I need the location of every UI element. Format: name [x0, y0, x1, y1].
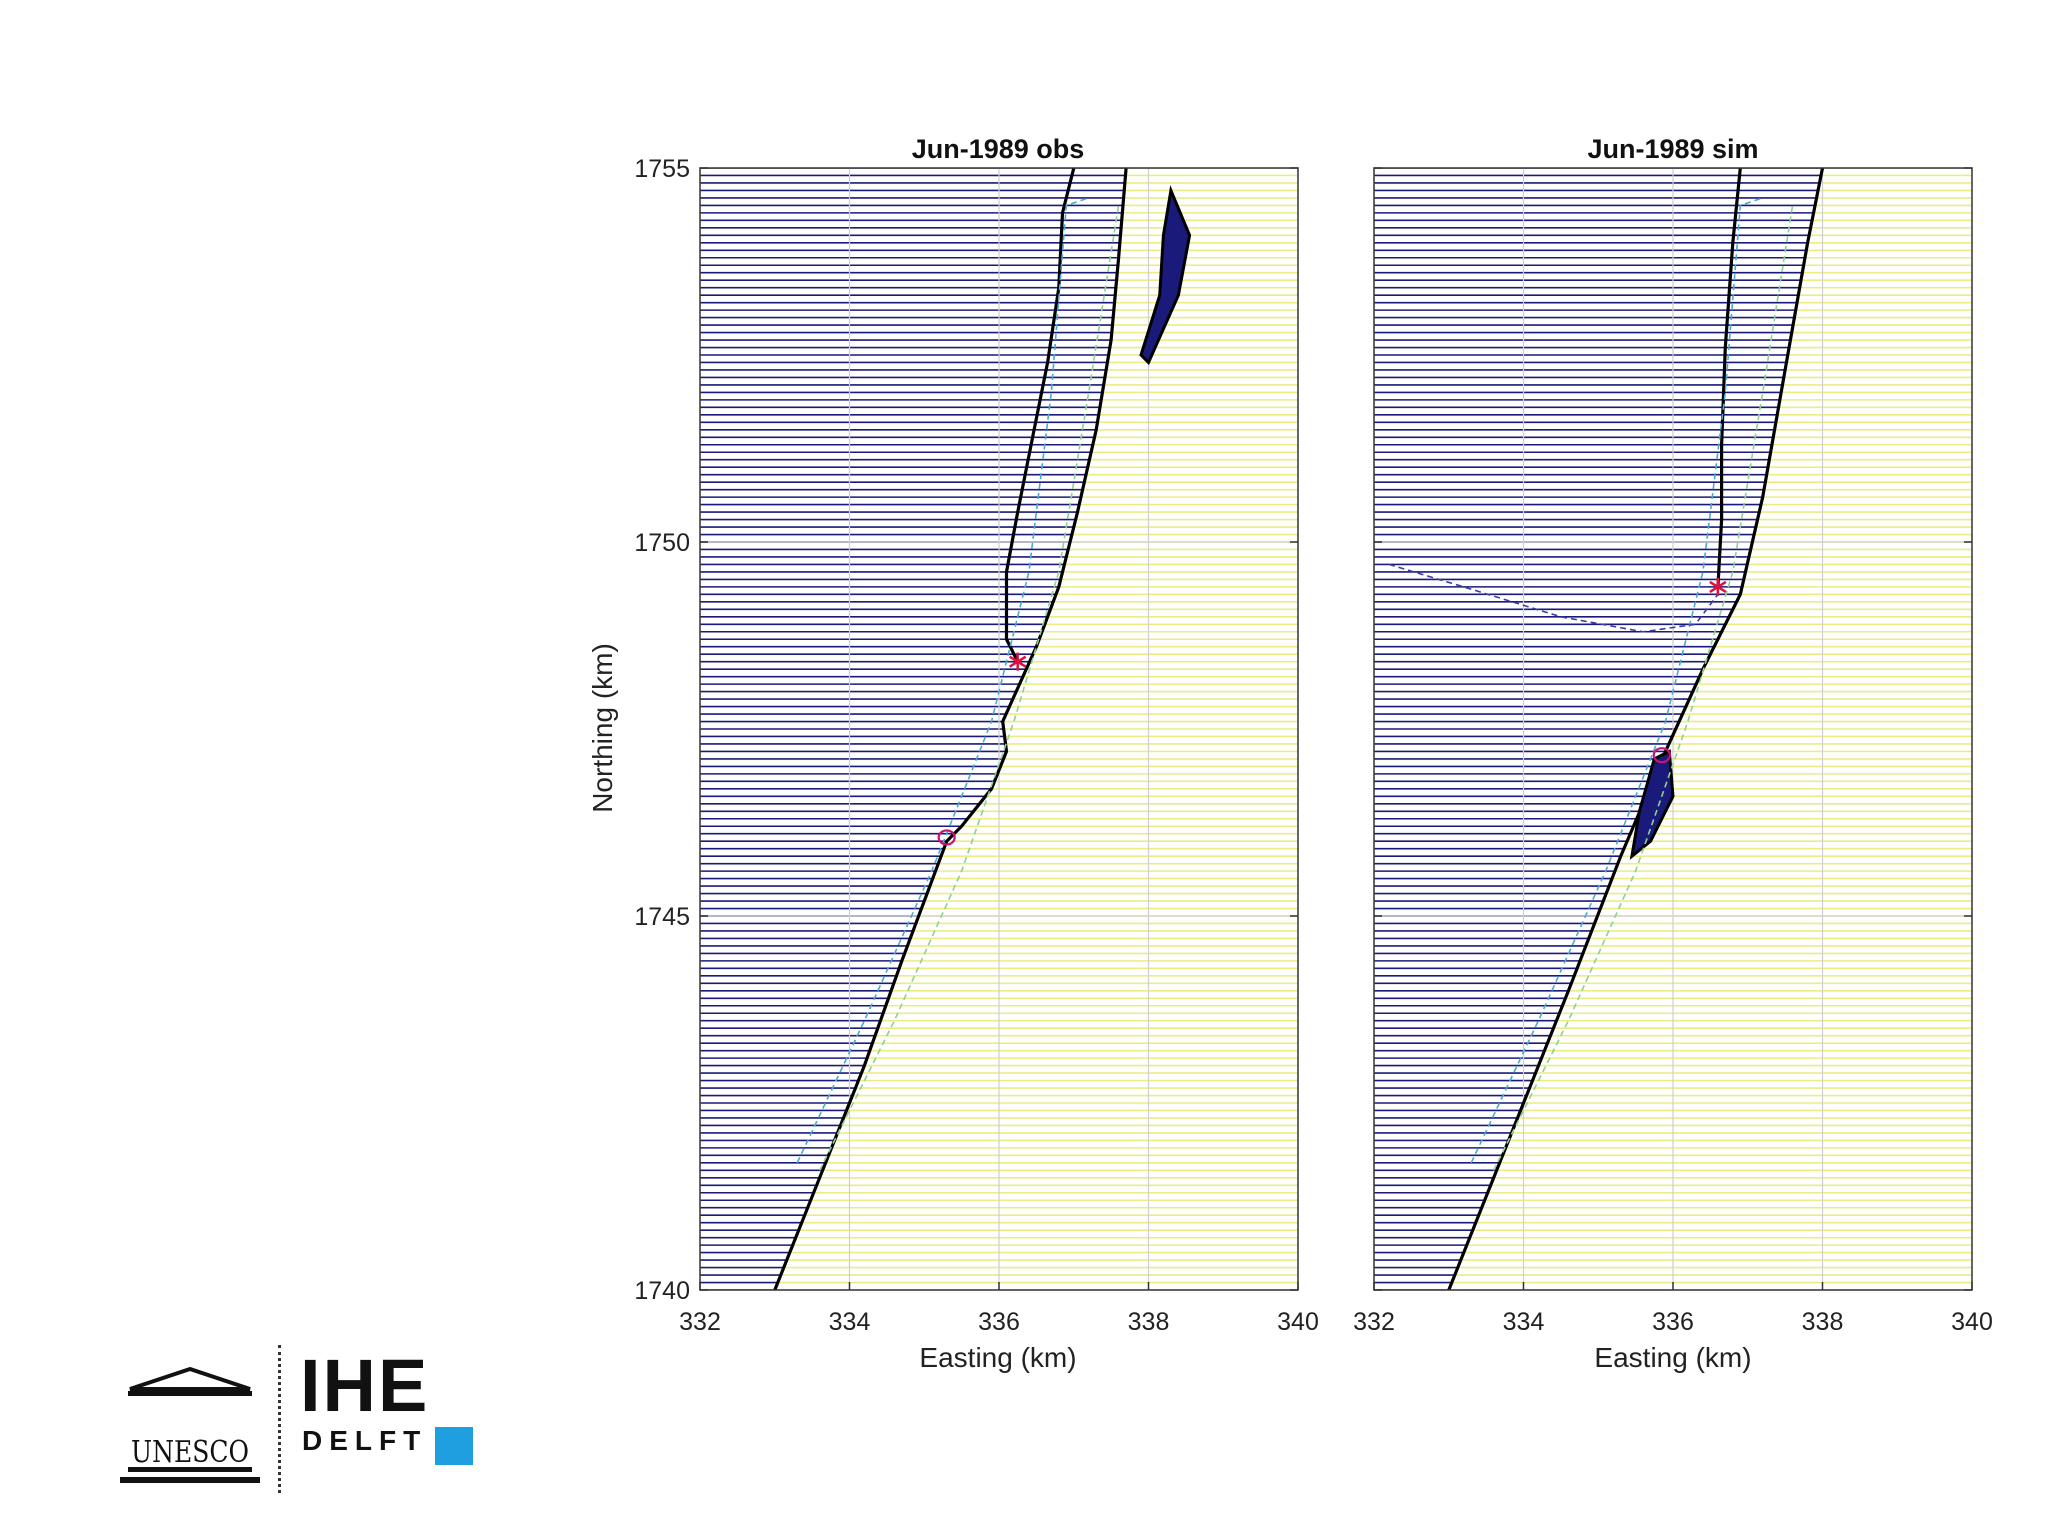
- initial-coastline-a-line: [1470, 197, 1763, 1164]
- x-tick-label: 340: [1951, 1308, 1993, 1336]
- x-tick-label: 332: [679, 1308, 721, 1336]
- x-tick-label: 338: [1128, 1308, 1170, 1336]
- spit-tip-marker-stroke: [1009, 655, 1027, 668]
- ihe-wordmark: IHE: [300, 1344, 430, 1427]
- unesco-wordmark: UNESCO: [131, 1435, 249, 1470]
- logo-separator: [278, 1345, 281, 1493]
- inlet-marker: [1652, 747, 1671, 764]
- spit-inner-edge-line: [1004, 168, 1076, 663]
- spit-inner-edge-line: [1716, 168, 1742, 587]
- x-tick-label: 334: [1503, 1308, 1545, 1336]
- coastline-line: [773, 168, 1128, 1290]
- chart-panel-sim: Jun-1989 sim Easting (km) 332 334 336 338 34…: [1353, 134, 1993, 1373]
- ihe-blue-square: [435, 1427, 473, 1465]
- initial-coastline-a-line: [796, 197, 1089, 1164]
- x-tick-label: 336: [978, 1308, 1020, 1336]
- x-axis-label: Easting (km): [1594, 1342, 1751, 1373]
- unesco-temple-logo: UNESCO: [120, 1367, 260, 1483]
- inlet-marker: [937, 829, 956, 846]
- ihe-unesco-logo: UNESCO IHE DELFT: [120, 1345, 480, 1495]
- chart-panel-obs: Jun-1989 obs Easting (km) Northing (km) …: [587, 134, 1319, 1373]
- y-tick-label: 1750: [634, 529, 690, 557]
- x-tick-label: 336: [1652, 1308, 1694, 1336]
- y-tick-label: 1740: [634, 1277, 690, 1305]
- x-tick-label: 332: [1353, 1308, 1395, 1336]
- chart-title: Jun-1989 sim: [1587, 134, 1758, 164]
- x-tick-label: 334: [829, 1308, 871, 1336]
- x-tick-label: 340: [1277, 1308, 1319, 1336]
- plot-area: [700, 168, 1298, 1290]
- spit-tip-marker: [1009, 652, 1027, 671]
- spit-tip-marker-stroke: [1709, 580, 1727, 593]
- y-axis-label: Northing (km): [587, 643, 618, 813]
- delft-wordmark: DELFT: [302, 1425, 428, 1456]
- x-tick-label: 338: [1802, 1308, 1844, 1336]
- y-tick-label: 1755: [634, 155, 690, 183]
- lagoon-boundary-line: [1388, 563, 1719, 633]
- y-tick-label: 1745: [634, 903, 690, 931]
- spit-tip-marker: [1709, 577, 1727, 596]
- x-axis-label: Easting (km): [919, 1342, 1076, 1373]
- chart-title: Jun-1989 obs: [912, 134, 1085, 164]
- island-outline: [1139, 185, 1192, 366]
- plot-area: [1374, 168, 1972, 1290]
